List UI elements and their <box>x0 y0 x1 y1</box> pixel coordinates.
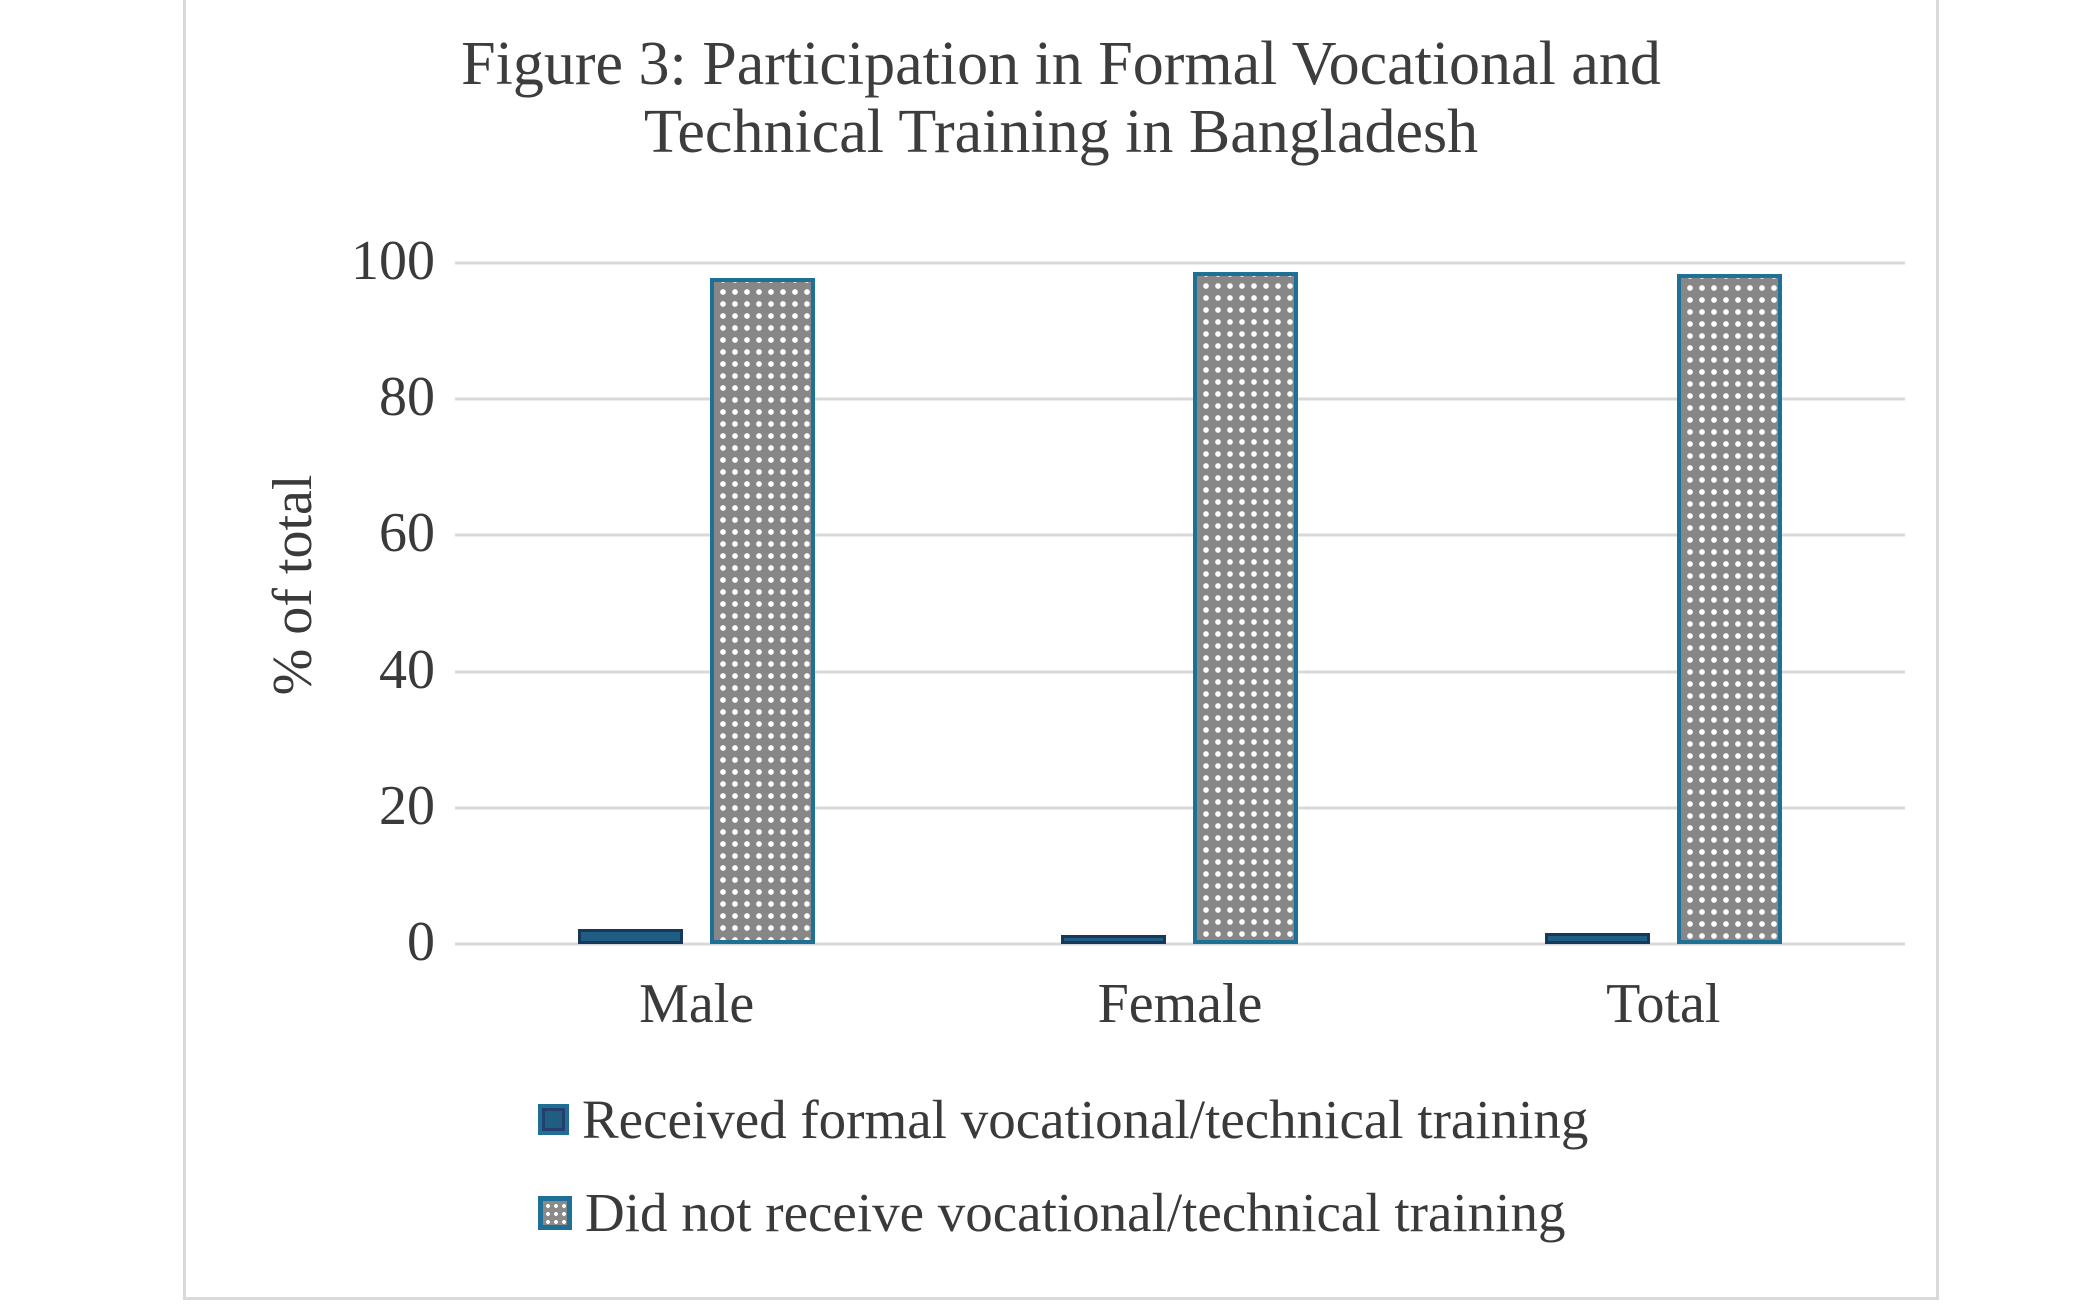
gridline-80 <box>455 397 1905 401</box>
x-tick-label-male: Male <box>639 973 755 1035</box>
gridline-20 <box>455 806 1905 810</box>
x-tick-label-total: Total <box>1606 973 1721 1035</box>
bar-not-received-female <box>1193 271 1299 944</box>
y-tick-label-20: 20 <box>379 774 435 837</box>
bar-received-male <box>578 929 684 944</box>
bar-received-total <box>1544 933 1650 944</box>
legend-marker-received <box>538 1104 569 1136</box>
y-axis-ticks: 0 20 40 60 80 100 <box>230 233 435 970</box>
chart-title: Figure 3: Participation in Formal Vocati… <box>183 30 1939 166</box>
legend-item-received: Received formal vocational/technical tra… <box>538 1088 1588 1151</box>
chart-title-line-1: Figure 3: Participation in Formal Vocati… <box>461 30 1661 98</box>
y-tick-label-80: 80 <box>379 365 435 428</box>
bar-group-total <box>1422 263 1905 944</box>
bar-received-female <box>1061 935 1167 944</box>
y-tick-label-100: 100 <box>351 229 435 292</box>
chart-title-line-2: Technical Training in Bangladesh <box>643 98 1479 167</box>
gridline-60 <box>455 533 1905 537</box>
plot-area: Male Female Total <box>455 261 1905 1035</box>
bar-group-male <box>455 263 938 944</box>
chart-frame <box>183 0 1939 1300</box>
gridline-0 <box>455 942 1905 946</box>
legend-marker-not-received <box>538 1195 572 1230</box>
bar-not-received-total <box>1676 273 1782 944</box>
x-tick-label-female: Female <box>1097 973 1263 1035</box>
y-tick-label-60: 60 <box>379 502 435 565</box>
bar-group-female <box>938 263 1421 944</box>
y-tick-label-0: 0 <box>407 910 435 973</box>
legend-label-not-received: Did not receive vocational/technical tra… <box>585 1182 1566 1244</box>
legend-label-received: Received formal vocational/technical tra… <box>582 1089 1589 1150</box>
legend: Received formal vocational/technical tra… <box>538 1088 1588 1275</box>
gridline-100 <box>455 261 1905 265</box>
y-tick-label-40: 40 <box>379 638 435 701</box>
bar-not-received-male <box>710 277 816 944</box>
gridline-40 <box>455 670 1905 674</box>
legend-item-not-received: Did not receive vocational/technical tra… <box>538 1181 1588 1244</box>
